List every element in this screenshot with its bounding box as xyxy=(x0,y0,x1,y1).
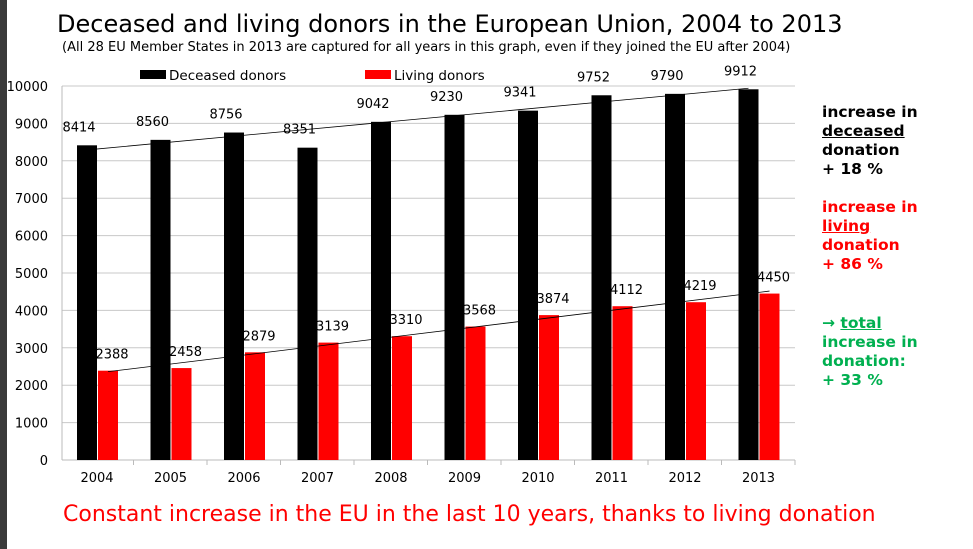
x-tick-label: 2005 xyxy=(154,471,187,486)
data-label: 4219 xyxy=(683,279,716,294)
bar-deceased xyxy=(297,147,318,460)
bar-living xyxy=(98,370,118,460)
note-line: donation xyxy=(822,236,900,254)
bar-living xyxy=(539,315,559,460)
y-tick-label: 3000 xyxy=(15,342,48,357)
bar-living xyxy=(612,306,633,460)
data-label: 9752 xyxy=(577,70,610,85)
y-tick-label: 10000 xyxy=(7,80,48,95)
bar-deceased xyxy=(444,114,465,460)
y-tick-label: 8000 xyxy=(15,155,48,170)
bar-deceased xyxy=(77,145,97,460)
x-tick-label: 2004 xyxy=(80,471,113,486)
data-label: 8414 xyxy=(62,120,95,135)
bar-deceased xyxy=(738,89,759,460)
data-label: 9230 xyxy=(430,90,463,105)
y-tick-label: 0 xyxy=(40,454,48,469)
data-label: 3310 xyxy=(389,313,422,328)
data-label: 3874 xyxy=(536,292,569,307)
y-tick-label: 9000 xyxy=(15,117,48,132)
legend-label: Deceased donors xyxy=(169,68,286,84)
data-label: 9341 xyxy=(503,86,536,101)
left-edge-strip xyxy=(0,0,7,549)
data-label: 8560 xyxy=(136,115,169,130)
bar-living xyxy=(245,352,265,460)
bar-deceased xyxy=(371,121,391,461)
bar-living xyxy=(392,336,412,460)
note-value: + 33 % xyxy=(822,371,883,389)
bar-living xyxy=(759,293,780,460)
data-label: 2388 xyxy=(95,348,128,363)
chart-subtitle: (All 28 EU Member States in 2013 are cap… xyxy=(62,40,791,55)
bar-deceased xyxy=(150,139,171,460)
note-line: living xyxy=(822,217,871,235)
x-tick-label: 2012 xyxy=(668,471,701,486)
note-deceased: increase in deceased donation + 18 % xyxy=(822,103,918,179)
bar-deceased xyxy=(591,95,612,460)
bar-deceased xyxy=(665,93,685,460)
data-label: 3568 xyxy=(463,304,496,319)
bar-living xyxy=(686,302,706,460)
note-line: increase in xyxy=(822,103,918,121)
x-tick-label: 2009 xyxy=(448,471,481,486)
data-label: 4112 xyxy=(610,283,643,298)
footer-text: Constant increase in the EU in the last … xyxy=(63,502,876,527)
bar-deceased xyxy=(518,110,538,460)
data-label: 9790 xyxy=(650,69,683,84)
note-value: + 18 % xyxy=(822,160,883,178)
data-label: 9042 xyxy=(356,97,389,112)
note-line: donation xyxy=(822,141,900,159)
x-tick-label: 2007 xyxy=(301,471,334,486)
note-living: increase in living donation + 86 % xyxy=(822,198,918,274)
note-total: → total increase in donation: + 33 % xyxy=(822,314,918,390)
bar-living xyxy=(465,326,486,460)
note-line: total xyxy=(840,314,882,332)
chart-title: Deceased and living donors in the Europe… xyxy=(57,10,843,38)
data-label: 3139 xyxy=(316,320,349,335)
y-tick-label: 5000 xyxy=(15,267,48,282)
y-tick-label: 1000 xyxy=(15,417,48,432)
legend-label: Living donors xyxy=(394,68,485,84)
y-tick-label: 2000 xyxy=(15,379,48,394)
note-line: increase in xyxy=(822,198,918,216)
legend-swatch xyxy=(365,70,391,79)
data-label: 8756 xyxy=(209,108,242,123)
x-tick-label: 2006 xyxy=(227,471,260,486)
bar-deceased xyxy=(224,132,244,460)
data-label: 2879 xyxy=(242,329,275,344)
note-line: donation: xyxy=(822,352,906,370)
bar-living xyxy=(171,368,192,460)
y-tick-label: 4000 xyxy=(15,304,48,319)
trendline-living xyxy=(107,290,770,373)
y-tick-label: 7000 xyxy=(15,192,48,207)
x-tick-label: 2008 xyxy=(374,471,407,486)
data-label: 2458 xyxy=(169,345,202,360)
data-label: 9912 xyxy=(724,64,757,79)
x-tick-label: 2011 xyxy=(595,471,628,486)
x-tick-label: 2010 xyxy=(521,471,554,486)
bar-living xyxy=(318,342,339,460)
note-line: deceased xyxy=(822,122,905,140)
note-value: + 86 % xyxy=(822,255,883,273)
note-line: increase in xyxy=(822,333,918,351)
legend-swatch xyxy=(140,70,166,79)
x-tick-label: 2013 xyxy=(742,471,775,486)
trendline-deceased xyxy=(86,87,749,151)
arrow-right-icon: → xyxy=(822,314,835,332)
y-tick-label: 6000 xyxy=(15,230,48,245)
data-label: 4450 xyxy=(757,271,790,286)
